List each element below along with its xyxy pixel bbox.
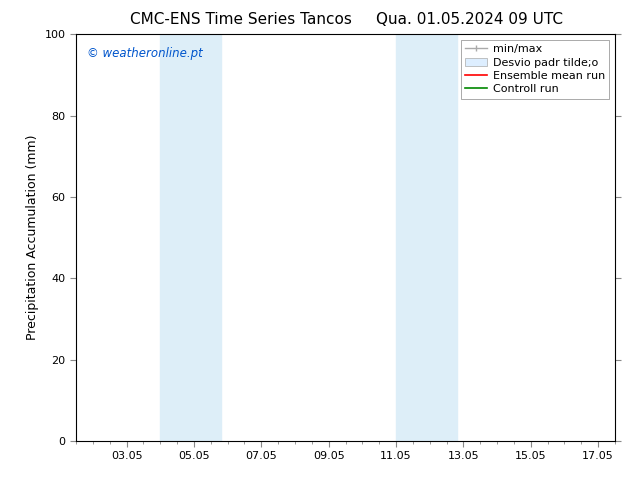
Legend: min/max, Desvio padr tilde;o, Ensemble mean run, Controll run: min/max, Desvio padr tilde;o, Ensemble m…	[460, 40, 609, 99]
Bar	[160, 34, 221, 441]
Text: CMC-ENS Time Series Tancos: CMC-ENS Time Series Tancos	[130, 12, 352, 27]
Text: Qua. 01.05.2024 09 UTC: Qua. 01.05.2024 09 UTC	[376, 12, 562, 27]
Y-axis label: Precipitation Accumulation (mm): Precipitation Accumulation (mm)	[26, 135, 39, 341]
Bar	[396, 34, 456, 441]
Text: © weatheronline.pt: © weatheronline.pt	[87, 47, 203, 59]
